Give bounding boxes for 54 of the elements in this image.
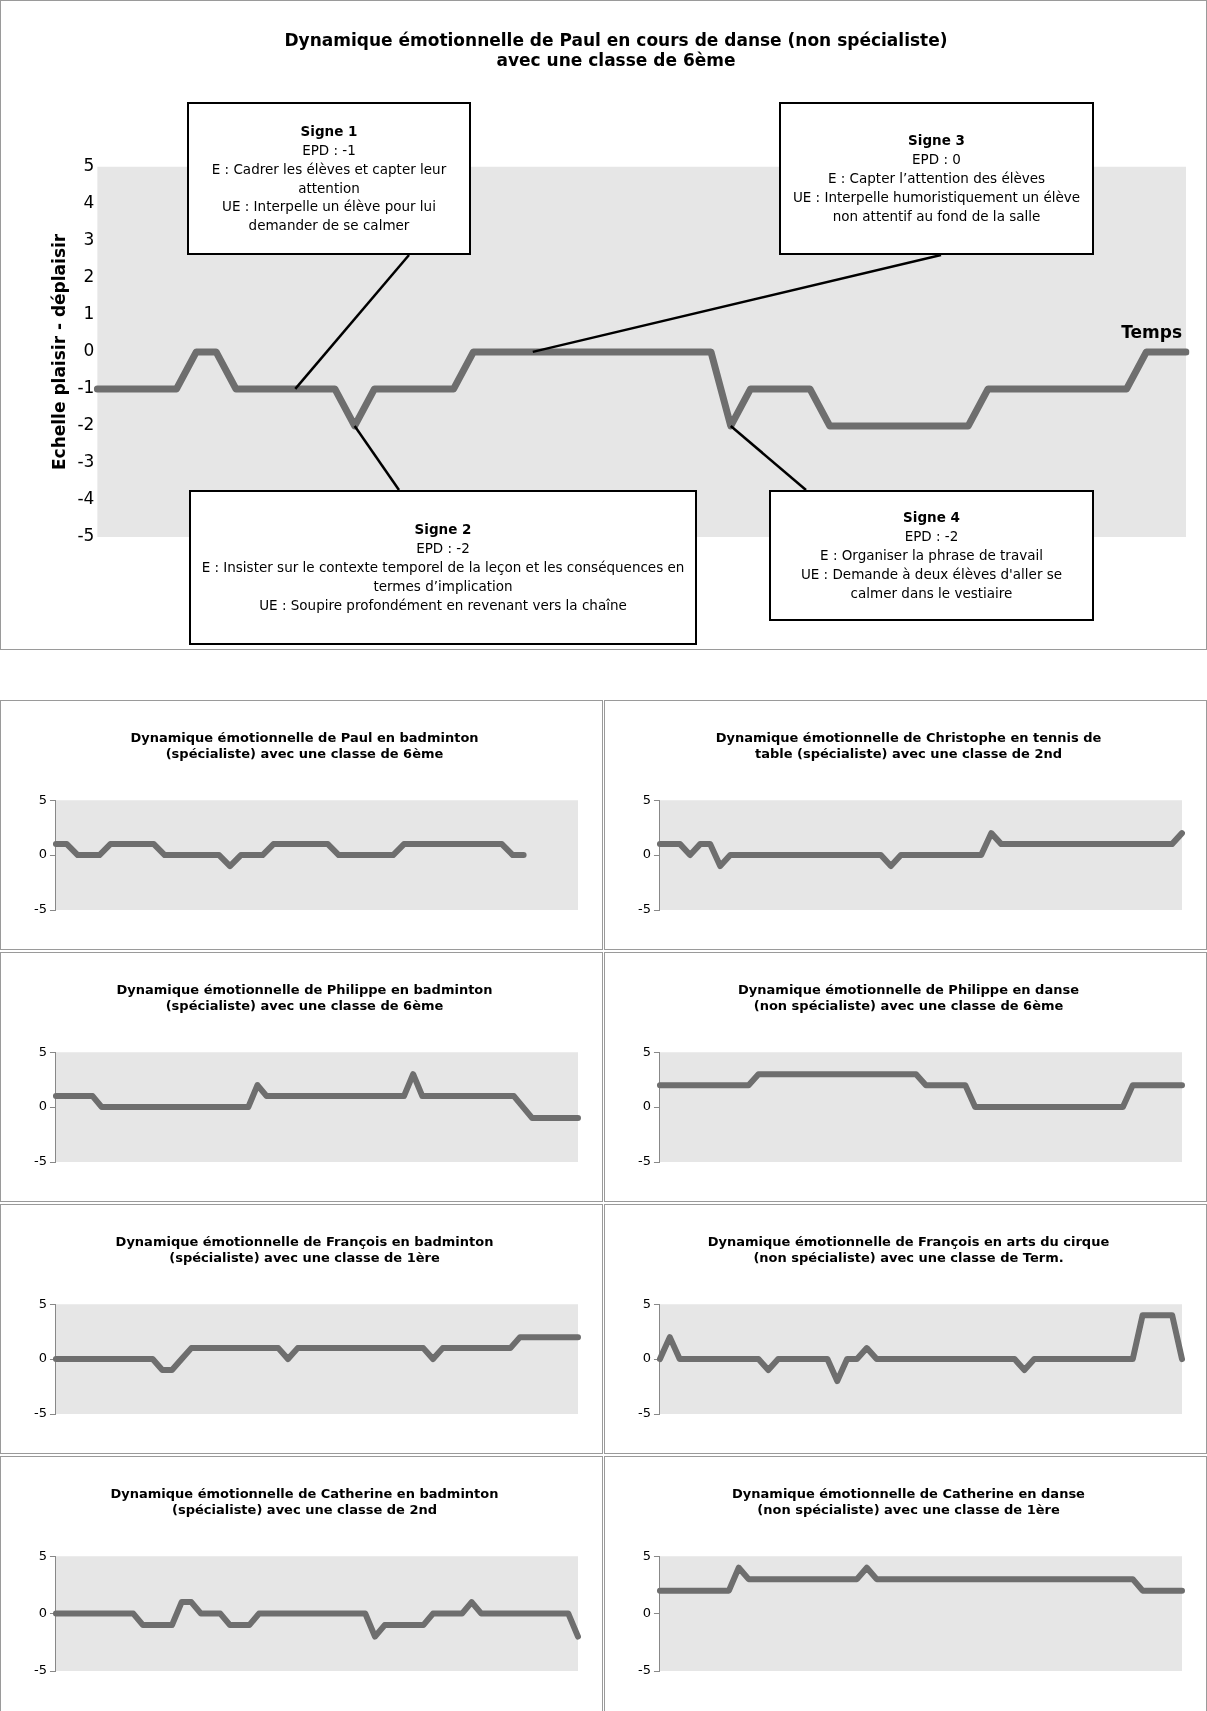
y-tick-label: -5	[637, 1662, 651, 1678]
y-tick-label: 3	[83, 229, 95, 250]
annotation: Signe 1 EPD : -1 E : Cadrer les élèves et capter leur attention UE : Interpelle un élève pour lui demander de se calmer	[210, 121, 448, 236]
y-tick-label: 1	[83, 303, 95, 324]
y-tick-label: -5	[77, 525, 95, 546]
y-tick-label: 5	[38, 1547, 47, 1563]
y-tick-label: 5	[83, 155, 95, 176]
y-tick-label: -3	[77, 451, 95, 472]
callout-box: Signe 4 EPD : -2 E : Organiser la phrase de travail UE : Demande à deux élèves d'aller se calmer dans le vestiaire	[769, 490, 1094, 621]
y-tick-label: 5	[642, 1295, 651, 1311]
callout-box: Signe 3 EPD : 0 E : Capter l’attention des élèves UE : Interpelle humoristiquement un élève non attentif au fond de la salle	[779, 102, 1094, 255]
y-tick-label: 0	[642, 846, 651, 862]
y-tick-label: 0	[38, 1604, 47, 1620]
y-tick-label: -5	[33, 1153, 47, 1169]
y-tick-label: -5	[33, 1405, 47, 1421]
y-tick-label: -5	[33, 901, 47, 917]
y-tick-label: 0	[642, 1604, 651, 1620]
y-tick-label: -1	[77, 377, 95, 398]
y-tick-label: -4	[77, 488, 95, 509]
y-tick-label: -5	[637, 1153, 651, 1169]
y-tick-label: 5	[642, 1043, 651, 1059]
y-tick-label: 5	[38, 1295, 47, 1311]
y-tick-label: 0	[642, 1098, 651, 1114]
chart-title: Dynamique émotionnelle de François en badminton (spécialiste) avec une classe de 1ère	[115, 1234, 494, 1265]
y-tick-label: -5	[33, 1662, 47, 1678]
callout-box: Signe 1 EPD : -1 E : Cadrer les élèves et capter leur attention UE : Interpelle un élève pour lui demander de se calmer	[187, 102, 471, 255]
y-tick-label: 5	[38, 1043, 47, 1059]
y-tick-label: 0	[38, 1098, 47, 1114]
annotation: Signe 3 EPD : 0 E : Capter l’attention des élèves UE : Interpelle humoristiquement un élève non attentif au fond de la salle	[791, 131, 1082, 226]
callout-box: Signe 2 EPD : -2 E : Insister sur le contexte temporel de la leçon et les conséquences en termes d’implication UE : Soupire profondément en revenant vers la chaîne	[189, 490, 697, 645]
chart-title: Dynamique émotionnelle de François en arts du cirque (non spécialiste) avec une classe de Term.	[707, 1234, 1110, 1265]
y-tick-label: 5	[38, 791, 47, 807]
y-tick-label: 5	[642, 1547, 651, 1563]
y-tick-label: -5	[637, 1405, 651, 1421]
y-tick-label: -2	[77, 414, 95, 435]
y-tick-label: 4	[83, 192, 95, 213]
chart-title: Dynamique émotionnelle de Philippe en danse (non spécialiste) avec une classe de 6ème	[738, 982, 1080, 1013]
chart-title: Dynamique émotionnelle de Catherine en badminton (spécialiste) avec une classe de 2nd	[110, 1486, 499, 1517]
chart-title: Dynamique émotionnelle de Paul en badminton (spécialiste) avec une classe de 6ème	[130, 730, 479, 761]
y-axis-title: Echelle plaisir - déplaisir	[48, 233, 69, 471]
chart-title: Dynamique émotionnelle de Christophe en tennis de table (spécialiste) avec une classe de 2nd	[715, 730, 1102, 761]
annotation: Signe 2 EPD : -2 E : Insister sur le contexte temporel de la leçon et les conséquences en termes d’implication UE : Soupire profondément en revenant vers la chaîne	[200, 520, 686, 615]
y-tick-label: 0	[642, 1350, 651, 1366]
chart-title: Dynamique émotionnelle de Paul en cours de danse (non spécialiste) avec une classe de 6ème	[284, 29, 948, 71]
chart-title: Dynamique émotionnelle de Catherine en danse (non spécialiste) avec une classe de 1ère	[732, 1486, 1086, 1517]
x-axis-title: Temps	[1121, 321, 1182, 342]
y-tick-label: 0	[38, 1350, 47, 1366]
chart-title: Dynamique émotionnelle de Philippe en badminton (spécialiste) avec une classe de 6ème	[116, 982, 493, 1013]
y-tick-label: 0	[38, 846, 47, 862]
y-tick-label: 0	[83, 340, 95, 361]
y-tick-label: 5	[642, 791, 651, 807]
y-tick-label: -5	[637, 901, 651, 917]
y-tick-label: 2	[83, 266, 95, 287]
annotation: Signe 4 EPD : -2 E : Organiser la phrase de travail UE : Demande à deux élèves d'aller se calmer dans le vestiaire	[799, 508, 1064, 603]
